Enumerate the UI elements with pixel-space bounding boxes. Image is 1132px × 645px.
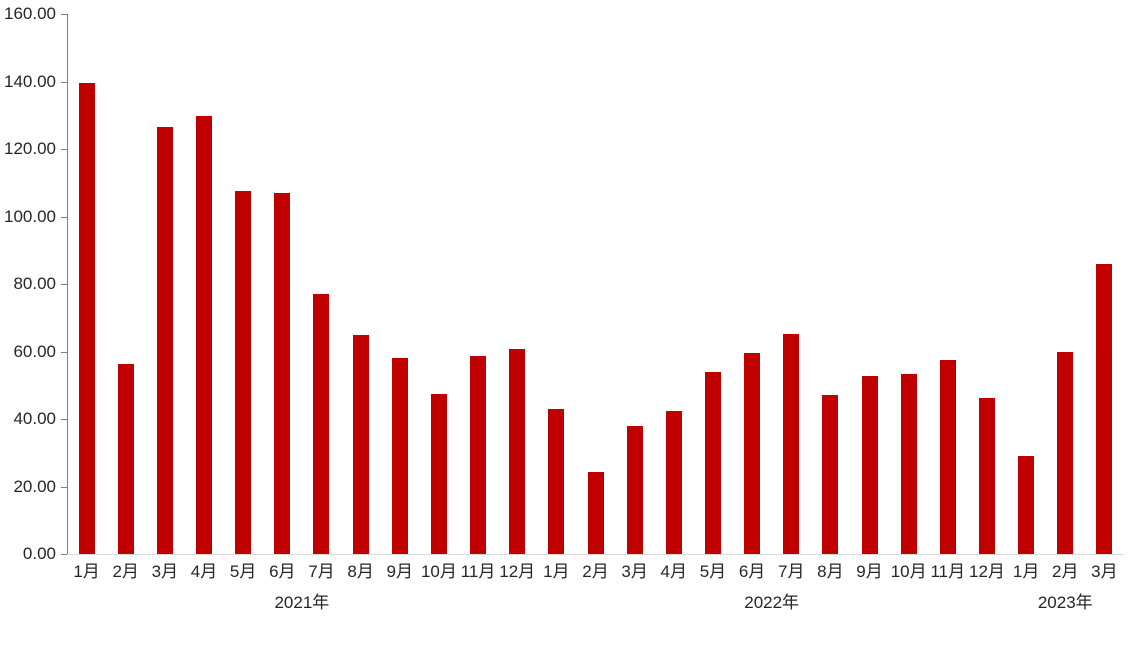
bar	[157, 127, 173, 554]
bar	[196, 116, 212, 554]
month-tick-label: 3月	[1091, 562, 1118, 581]
y-axis-tick-mark	[61, 284, 67, 285]
y-axis-tick-mark	[61, 419, 67, 420]
y-axis-line	[67, 14, 68, 554]
month-tick-label: 8月	[347, 562, 374, 581]
y-axis-tick-mark	[61, 81, 67, 83]
bar	[862, 376, 878, 554]
y-axis-tick-mark	[61, 554, 67, 555]
month-tick-label: 11月	[930, 562, 966, 581]
y-axis-tick-label: 20.00	[13, 476, 56, 496]
y-axis-tick-mark	[61, 351, 67, 353]
month-tick-label: 4月	[660, 562, 688, 581]
y-axis-tick-label: 80.00	[13, 274, 56, 293]
month-tick-label: 10月	[420, 562, 457, 581]
month-tick-label: 3月	[151, 562, 179, 581]
bar	[313, 294, 329, 554]
month-tick-label: 2月	[582, 562, 609, 581]
bar	[822, 395, 838, 554]
bar	[783, 334, 799, 554]
y-axis-tick-mark	[61, 216, 67, 218]
y-axis-tick-mark	[61, 14, 67, 15]
bar	[705, 372, 721, 554]
bar	[588, 472, 604, 554]
bar	[79, 83, 95, 554]
y-axis-tick-label: 160.00	[4, 4, 56, 23]
month-tick-label: 1月	[543, 562, 570, 581]
bar	[431, 394, 447, 554]
month-tick-label: 10月	[890, 562, 927, 581]
month-tick-label: 12月	[499, 562, 536, 581]
bar	[901, 374, 917, 554]
month-tick-label: 7月	[777, 562, 805, 581]
y-axis-tick-label: 0.00	[22, 544, 56, 563]
bar	[940, 360, 956, 554]
bar	[548, 409, 564, 554]
month-tick-label: 4月	[190, 562, 218, 581]
y-axis-tick-label: 60.00	[13, 341, 56, 361]
year-tick-label: 2021年	[274, 593, 330, 612]
x-axis-line	[67, 554, 1124, 555]
bar	[666, 411, 682, 554]
month-tick-label: 12月	[969, 562, 1005, 581]
month-tick-label: 3月	[621, 562, 648, 581]
y-axis-tick-label: 120.00	[4, 139, 56, 158]
y-axis-tick-mark	[61, 486, 67, 488]
month-tick-label: 5月	[699, 562, 727, 581]
y-axis-tick-mark	[61, 149, 67, 150]
bar	[1057, 352, 1073, 554]
month-tick-label: 9月	[856, 562, 883, 581]
bar	[118, 364, 134, 554]
month-tick-label: 2月	[1052, 562, 1079, 581]
bar	[627, 426, 643, 554]
year-tick-label: 2023年	[1037, 593, 1093, 612]
year-tick-label: 2022年	[744, 593, 800, 612]
y-axis-tick-label: 40.00	[13, 409, 56, 428]
month-tick-label: 5月	[229, 562, 257, 581]
bar	[744, 353, 760, 554]
bar	[353, 335, 369, 554]
bar	[235, 191, 251, 554]
bar	[274, 193, 290, 554]
bar	[509, 349, 525, 554]
bar	[1018, 456, 1034, 554]
y-axis-tick-label: 100.00	[4, 206, 56, 226]
bar	[470, 356, 486, 554]
month-tick-label: 6月	[738, 562, 766, 581]
month-tick-label: 7月	[308, 562, 335, 581]
month-tick-label: 1月	[73, 562, 100, 581]
bar	[392, 358, 408, 554]
bar	[979, 398, 995, 554]
month-tick-label: 8月	[817, 562, 844, 581]
month-tick-label: 9月	[386, 562, 413, 581]
bar	[1096, 264, 1112, 554]
month-tick-label: 6月	[269, 562, 296, 581]
month-tick-label: 1月	[1012, 562, 1040, 581]
month-tick-label: 2月	[112, 562, 139, 581]
month-tick-label: 11月	[460, 562, 496, 581]
y-axis-tick-label: 140.00	[4, 71, 56, 91]
